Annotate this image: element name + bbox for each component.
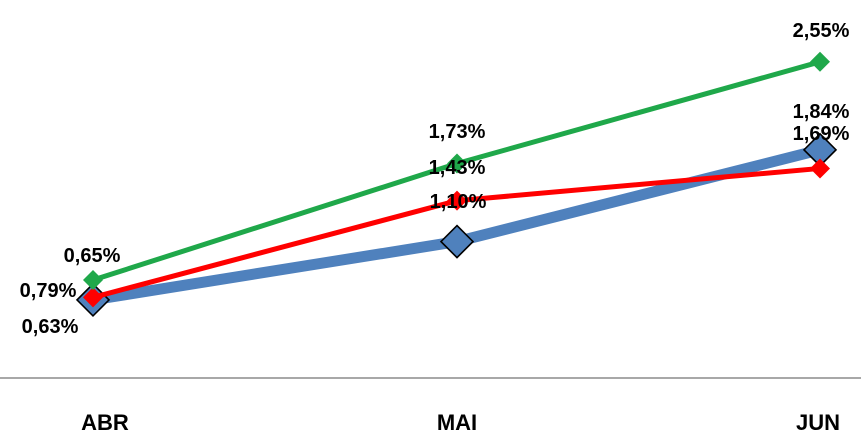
data-labels: 0,63% 1,10% 1,84% 0,79% 1,43% 1,69% 0,65% 1,73%…: [20, 20, 850, 338]
data-label-red-jun: 1,69%: [793, 123, 850, 145]
x-tick-label-abr: ABR: [81, 410, 129, 435]
point-red-abr: [83, 287, 103, 308]
point-red-jun: [810, 158, 830, 179]
point-red-mai: [447, 190, 467, 211]
point-blue-mai: [439, 224, 475, 259]
data-label-blue-jun: 1,84%: [793, 101, 850, 123]
point-green-abr: [83, 270, 103, 291]
data-label-green-abr: 0,65%: [64, 245, 121, 267]
x-tick-label-jun: JUN: [796, 410, 840, 435]
data-label-green-mai: 1,73%: [429, 121, 486, 143]
x-tick-label-mai: MAI: [437, 410, 477, 435]
series-green: [83, 51, 830, 291]
data-label-red-mai: 1,43%: [429, 157, 486, 179]
data-label-red-abr: 0,79%: [20, 280, 77, 302]
data-label-blue-mai: 1,10%: [430, 191, 487, 213]
series-layer: [75, 51, 838, 318]
data-label-blue-abr: 0,63%: [22, 316, 79, 338]
data-label-green-jun: 2,55%: [793, 20, 850, 42]
point-green-mai: [447, 153, 467, 174]
x-tick-labels: ABR MAI JUN: [81, 410, 840, 435]
point-green-jun: [810, 51, 830, 72]
series-red: [83, 158, 830, 308]
